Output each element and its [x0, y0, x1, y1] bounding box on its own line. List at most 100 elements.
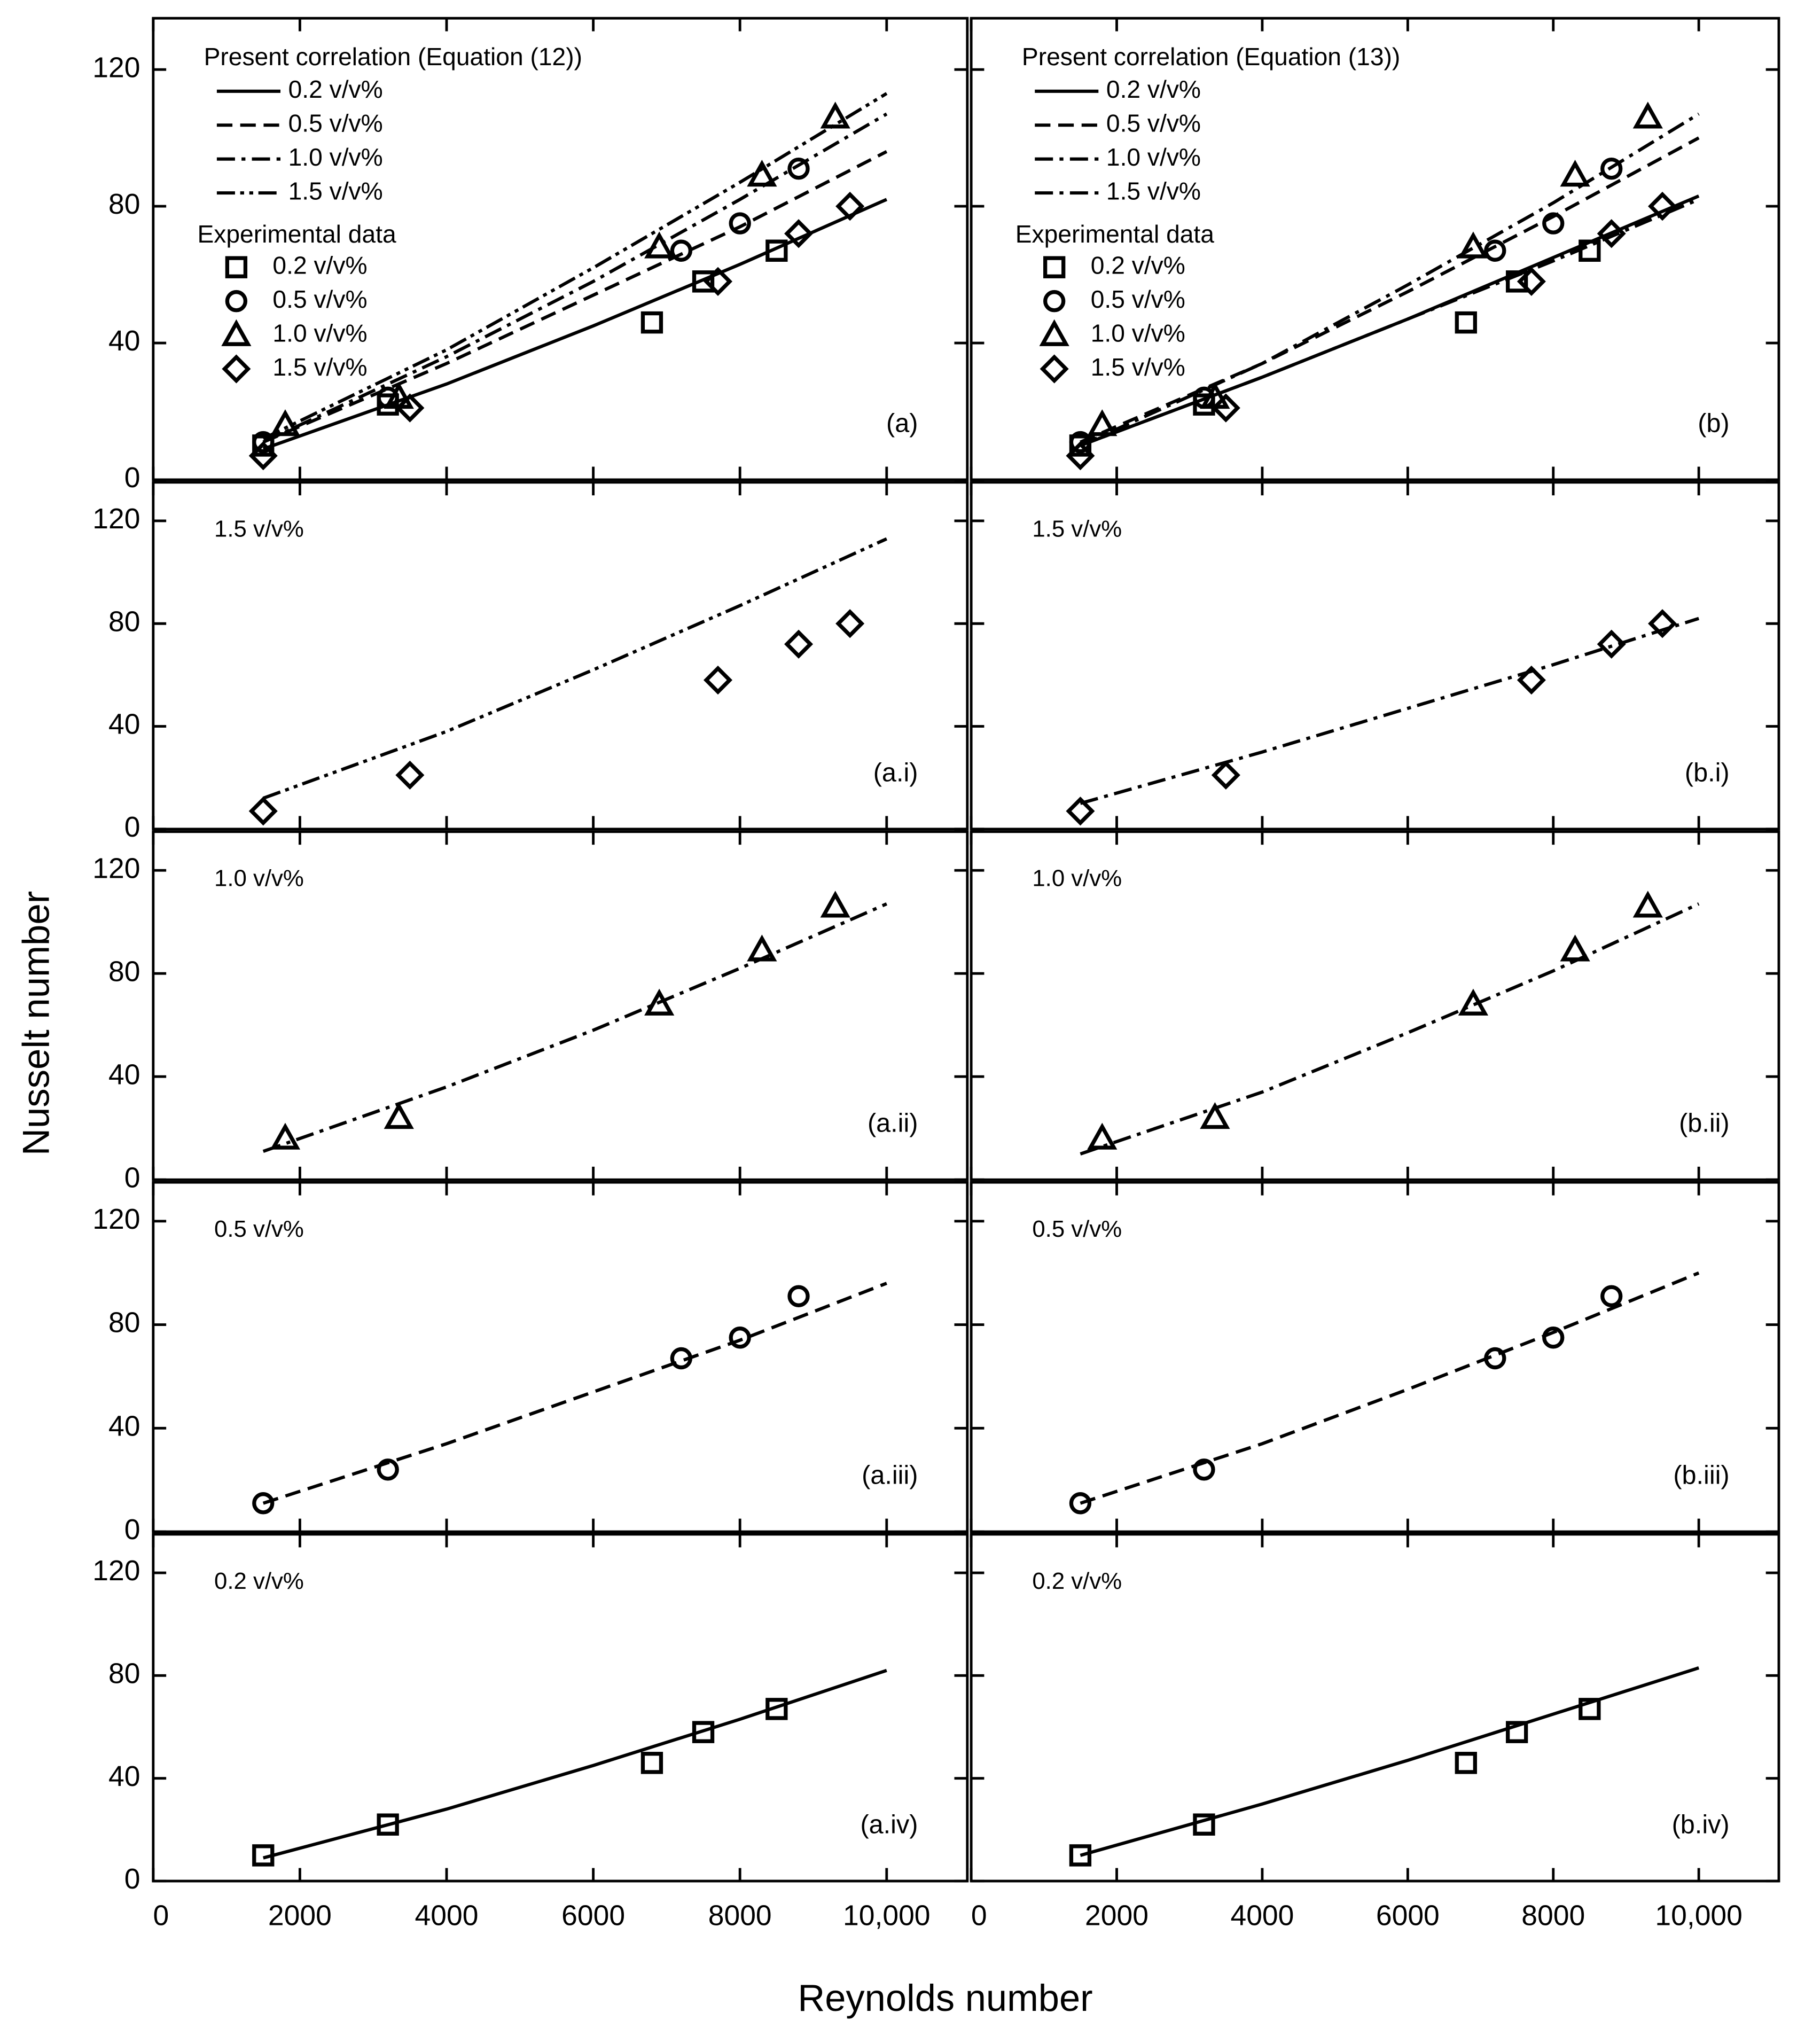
marker-square	[377, 1813, 399, 1836]
marker-diamond	[1597, 219, 1626, 248]
marker-square	[640, 1752, 663, 1774]
fit-line	[262, 150, 888, 444]
fit-line	[1080, 617, 1700, 805]
x-tick-label: 4000	[415, 1900, 479, 1931]
marker-triangle	[384, 1102, 414, 1129]
y-tick-label: 80	[108, 1307, 140, 1339]
marker-square	[252, 1844, 275, 1867]
marker-diamond	[784, 629, 814, 659]
marker-circle	[252, 431, 275, 454]
y-tick-label: 80	[108, 956, 140, 987]
marker-square	[765, 239, 788, 262]
marker-diamond	[1040, 354, 1069, 384]
marker-diamond	[222, 354, 251, 384]
x-tick-label: 2000	[1085, 1900, 1148, 1931]
marker-triangle	[747, 934, 777, 962]
legend-label: 0.5 v/v%	[288, 109, 383, 137]
y-tick-label: 0	[124, 462, 140, 494]
panel-label: (a.iv)	[860, 1810, 918, 1839]
marker-square	[640, 311, 663, 334]
marker-circle	[1542, 212, 1565, 235]
marker-circle	[1193, 1458, 1215, 1481]
marker-square	[1455, 311, 1477, 334]
legend-label: 0.2 v/v%	[288, 75, 383, 103]
marker-diamond	[248, 441, 278, 471]
marker-diamond	[1066, 441, 1095, 471]
marker-diamond	[248, 797, 278, 826]
marker-diamond	[703, 267, 733, 296]
marker-diamond	[703, 665, 733, 695]
marker-triangle	[1458, 231, 1489, 259]
panel-label: (a)	[886, 409, 918, 438]
marker-square	[1069, 1844, 1092, 1867]
fit-line	[262, 902, 888, 1153]
panel-label: (b.iii)	[1673, 1461, 1729, 1489]
marker-triangle	[1560, 934, 1590, 962]
y-tick-label: 120	[92, 1204, 140, 1235]
y-tick-label: 0	[124, 812, 140, 843]
plot-frame	[152, 17, 969, 481]
y-tick-label: 120	[92, 853, 140, 884]
legend-label: 1.0 v/v%	[272, 319, 367, 347]
y-tick-label: 80	[108, 1658, 140, 1689]
marker-circle	[787, 1285, 810, 1308]
plot-frame	[970, 481, 1780, 831]
plot-frame	[970, 1533, 1780, 1883]
plot-frame	[152, 1533, 969, 1883]
x-tick-label: 6000	[1376, 1900, 1440, 1931]
panel-note: 0.2 v/v%	[1032, 1568, 1122, 1594]
marker-triangle	[1632, 102, 1663, 129]
plot-frame	[970, 830, 1780, 1181]
plot-frame	[970, 1181, 1780, 1533]
marker-square	[1505, 1721, 1528, 1743]
y-tick-label: 0	[124, 1162, 140, 1193]
marker-circle	[1542, 1327, 1565, 1349]
marker-triangle	[1200, 1102, 1230, 1129]
marker-diamond	[1066, 797, 1095, 826]
panel-note: 1.5 v/v%	[214, 516, 304, 542]
marker-triangle	[747, 160, 777, 187]
marker-circle	[1069, 431, 1092, 454]
plot-frame	[152, 830, 969, 1181]
legend-label: 0.5 v/v%	[272, 285, 367, 313]
panel-note: 1.0 v/v%	[1032, 865, 1122, 892]
y-tick-label: 0	[124, 1514, 140, 1546]
marker-square	[377, 393, 399, 416]
marker-diamond	[1517, 267, 1546, 296]
marker-triangle	[644, 988, 675, 1016]
marker-triangle	[820, 891, 850, 918]
legend-label: 1.0 v/v%	[1091, 319, 1185, 347]
marker-square	[1455, 1752, 1477, 1774]
y-tick-label: 40	[108, 325, 140, 357]
x-tick-label: 10,000	[843, 1900, 931, 1931]
marker-diamond	[1211, 393, 1240, 423]
fit-line	[262, 1282, 887, 1505]
marker-square	[225, 256, 248, 278]
y-tick-label: 120	[92, 503, 140, 535]
marker-circle	[225, 290, 248, 313]
marker-square	[1505, 270, 1528, 293]
marker-circle	[729, 1327, 751, 1349]
panel-note: 0.5 v/v%	[214, 1216, 304, 1242]
y-tick-label: 80	[108, 189, 140, 220]
marker-square	[1193, 1813, 1215, 1836]
marker-diamond	[1648, 191, 1677, 221]
marker-diamond	[1597, 629, 1626, 659]
plot-frame	[970, 17, 1780, 481]
fit-line	[262, 92, 888, 440]
fit-line	[1080, 902, 1700, 1156]
marker-diamond	[835, 191, 865, 221]
legend-label: 1.0 v/v%	[288, 143, 383, 171]
marker-triangle	[1458, 988, 1489, 1016]
marker-circle	[377, 1458, 399, 1481]
panel-label: (a.iii)	[862, 1461, 918, 1489]
panel-label: (a.ii)	[868, 1109, 918, 1138]
marker-triangle	[1560, 160, 1590, 187]
y-tick-label: 120	[92, 1555, 140, 1587]
legend-label: 0.2 v/v%	[272, 251, 367, 279]
marker-square	[765, 1698, 788, 1720]
marker-diamond	[784, 219, 814, 248]
marker-circle	[670, 1347, 693, 1370]
marker-triangle	[1087, 409, 1118, 436]
panel-note: 1.0 v/v%	[214, 865, 304, 892]
